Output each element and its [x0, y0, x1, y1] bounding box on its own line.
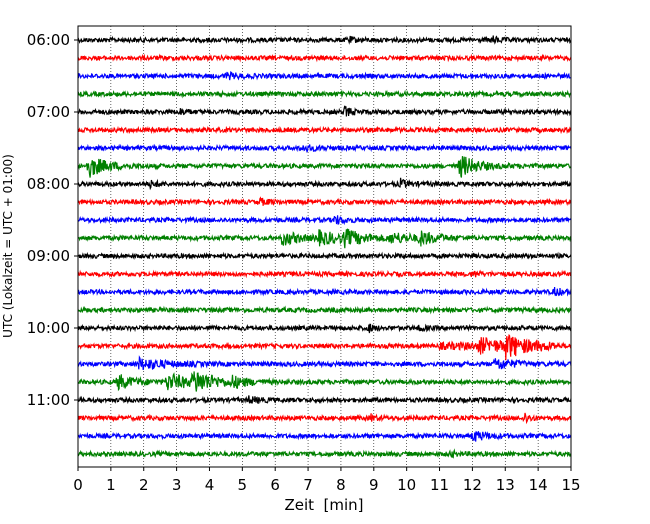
- seismic-trace: [77, 448, 572, 459]
- x-tick-label: 3: [172, 476, 182, 494]
- x-tick-label: 9: [369, 476, 379, 494]
- seismic-trace: [77, 156, 572, 178]
- seismic-trace: [77, 395, 572, 405]
- seismic-trace: [77, 305, 572, 315]
- seismic-trace: [77, 177, 572, 191]
- x-axis-ticks: 0 1 2 3 4 5 6 7 8 9 10 11 12 13 14 15: [73, 467, 581, 494]
- x-tick-label: 5: [238, 476, 248, 494]
- seismic-trace: [77, 143, 572, 153]
- x-tick-label: 4: [205, 476, 215, 494]
- x-tick-label: 6: [270, 476, 280, 494]
- seismic-trace: [77, 53, 572, 63]
- seismic-trace: [77, 89, 572, 99]
- x-tick-label: 15: [561, 476, 580, 494]
- y-tick-label: 07:00: [27, 103, 70, 121]
- plot-frame: [77, 25, 572, 468]
- x-tick-label: 0: [73, 476, 83, 494]
- seismic-trace: [77, 71, 572, 81]
- seismic-trace: [77, 196, 572, 207]
- x-tick-label: 10: [397, 476, 416, 494]
- x-tick-label: 11: [430, 476, 449, 494]
- y-tick-label: 11:00: [27, 391, 70, 409]
- x-tick-label: 7: [303, 476, 313, 494]
- seismic-trace: [77, 251, 572, 261]
- seismic-traces: [77, 35, 572, 459]
- seismic-trace: [77, 333, 572, 361]
- seismic-trace: [77, 323, 572, 334]
- x-tick-label: 2: [139, 476, 149, 494]
- y-tick-label: 10:00: [27, 319, 70, 337]
- seismic-trace: [77, 105, 572, 117]
- seismic-trace: [77, 35, 572, 45]
- x-tick-label: 8: [336, 476, 346, 494]
- x-tick-label: 1: [106, 476, 116, 494]
- x-tick-label: 12: [463, 476, 482, 494]
- seismic-trace: [77, 286, 572, 297]
- seismic-trace: [77, 269, 572, 279]
- y-tick-label: 08:00: [27, 175, 70, 193]
- seismic-trace: [77, 412, 572, 425]
- x-tick-label: 14: [529, 476, 548, 494]
- seismic-trace: [77, 355, 572, 371]
- seismic-trace: [77, 215, 572, 226]
- seismic-trace: [77, 228, 572, 249]
- seismic-trace: [77, 125, 572, 135]
- y-tick-label: 09:00: [27, 247, 70, 265]
- y-tick-label: 06:00: [27, 31, 70, 49]
- seismic-trace: [77, 430, 572, 442]
- seismic-trace: [77, 371, 572, 392]
- x-tick-label: 13: [496, 476, 515, 494]
- y-axis-ticks: 06:00 07:00 08:00 09:00 10:00 11:00: [27, 31, 78, 409]
- y-axis-label: UTC (Lokalzeit = UTC + 01:00): [1, 154, 15, 338]
- x-axis-label: Zeit [min]: [284, 496, 363, 514]
